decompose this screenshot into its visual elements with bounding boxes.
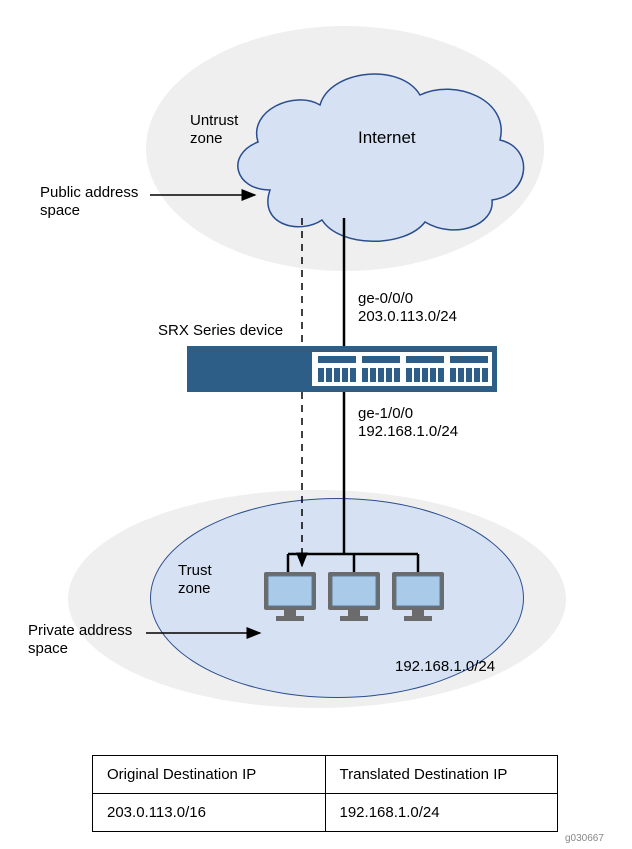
nat-translated-value: 192.168.1.0/24: [325, 794, 558, 832]
private-address-label: Private address space: [28, 622, 132, 658]
srx-device: [187, 346, 497, 392]
iface-top-addr: 203.0.113.0/24: [358, 308, 457, 325]
untrust-zone-ellipse: [146, 26, 544, 271]
figure-id: g030667: [565, 833, 604, 845]
nat-table: Original Destination IP Translated Desti…: [92, 755, 558, 832]
iface-top-label: ge-0/0/0 203.0.113.0/24: [358, 290, 457, 326]
iface-bottom-addr: 192.168.1.0/24: [358, 423, 458, 440]
diagram-canvas: Untrust zone Internet Public address spa…: [0, 0, 632, 849]
iface-bottom-name: ge-1/0/0: [358, 405, 413, 422]
table-row: 203.0.113.0/16 192.168.1.0/24: [93, 794, 558, 832]
table-row: Original Destination IP Translated Desti…: [93, 756, 558, 794]
trust-zone-label: Trust zone: [178, 562, 212, 598]
untrust-zone-label: Untrust zone: [190, 112, 238, 148]
nat-original-value: 203.0.113.0/16: [93, 794, 326, 832]
internet-label: Internet: [358, 128, 416, 148]
public-address-label: Public address space: [40, 184, 138, 220]
iface-bottom-label: ge-1/0/0 192.168.1.0/24: [358, 405, 458, 441]
trust-subnet-label: 192.168.1.0/24: [395, 658, 495, 676]
nat-header-translated: Translated Destination IP: [325, 756, 558, 794]
iface-top-name: ge-0/0/0: [358, 290, 413, 307]
srx-device-label: SRX Series device: [158, 322, 283, 340]
nat-header-original: Original Destination IP: [93, 756, 326, 794]
